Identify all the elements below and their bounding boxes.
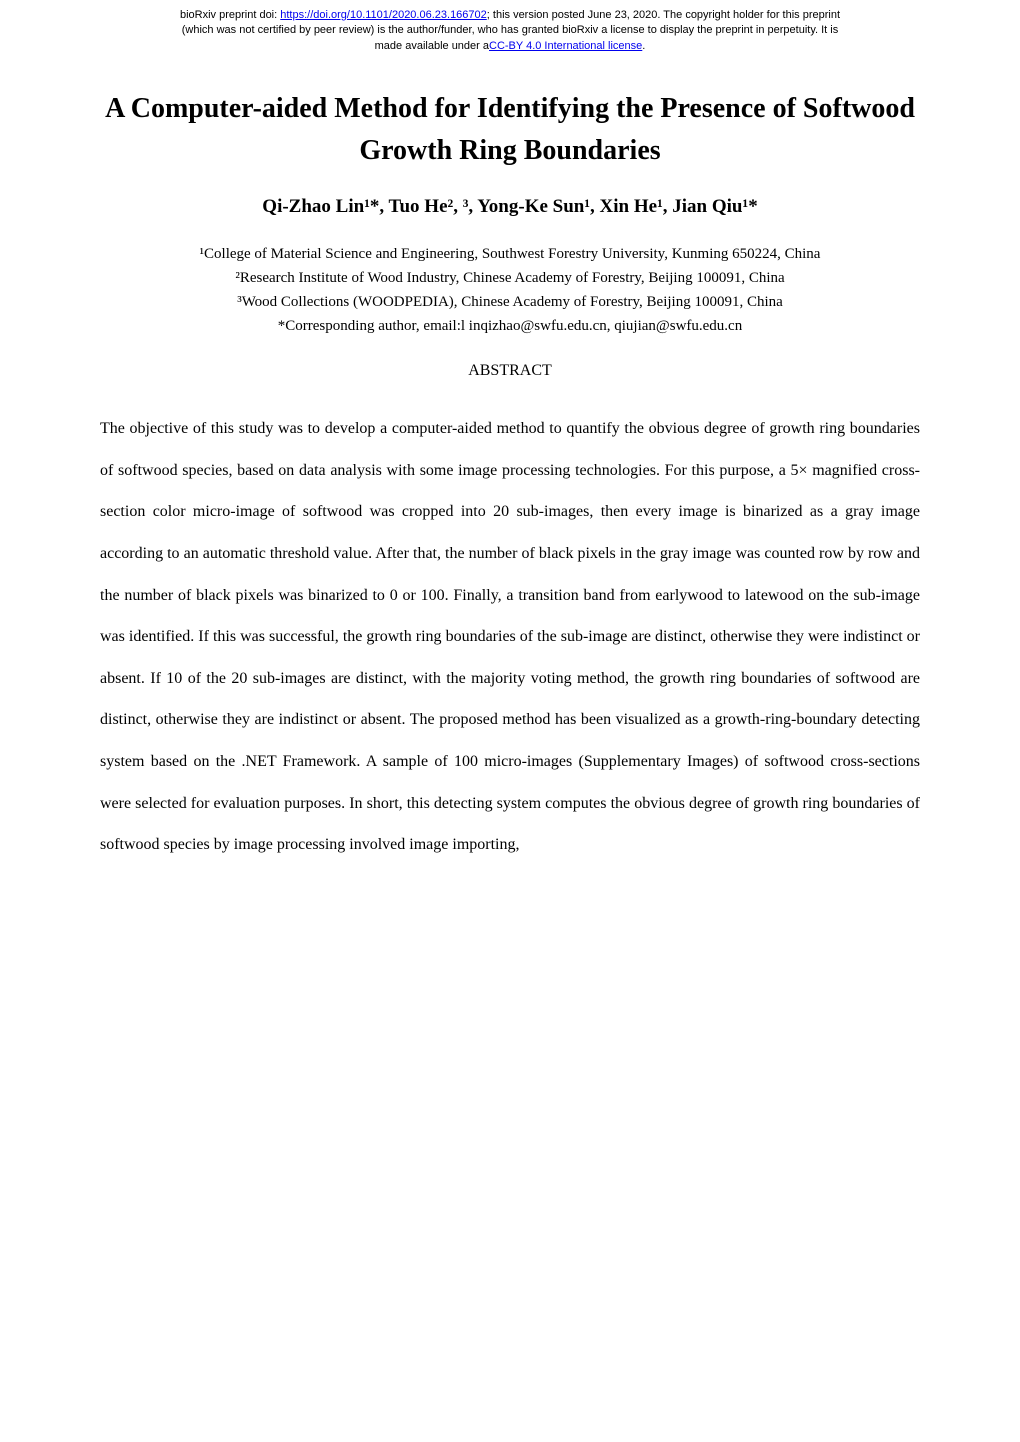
abstract-heading: ABSTRACT bbox=[100, 362, 920, 380]
preprint-header: bioRxiv preprint doi: https://doi.org/10… bbox=[0, 0, 1020, 58]
affiliations-block: ¹College of Material Science and Enginee… bbox=[100, 242, 920, 338]
license-link[interactable]: CC-BY 4.0 International license bbox=[489, 40, 642, 52]
page-content: A Computer-aided Method for Identifying … bbox=[0, 58, 1020, 926]
authors-line: Qi-Zhao Lin¹*, Tuo He², ³, Yong-Ke Sun¹,… bbox=[100, 196, 920, 218]
preprint-line1-suffix: ; this version posted June 23, 2020. The… bbox=[487, 9, 840, 21]
affiliation-2: ²Research Institute of Wood Industry, Ch… bbox=[100, 266, 920, 290]
preprint-line1-prefix: bioRxiv preprint doi: bbox=[180, 9, 280, 21]
affiliation-3: ³Wood Collections (WOODPEDIA), Chinese A… bbox=[100, 290, 920, 314]
paper-title: A Computer-aided Method for Identifying … bbox=[100, 88, 920, 172]
preprint-line2: (which was not certified by peer review)… bbox=[182, 24, 838, 36]
abstract-body: The objective of this study was to devel… bbox=[100, 408, 920, 866]
doi-link[interactable]: https://doi.org/10.1101/2020.06.23.16670… bbox=[280, 9, 487, 21]
preprint-line3-prefix: made available under a bbox=[375, 40, 489, 52]
preprint-line3-suffix: . bbox=[642, 40, 645, 52]
affiliation-1: ¹College of Material Science and Enginee… bbox=[100, 242, 920, 266]
corresponding-author: *Corresponding author, email:l inqizhao@… bbox=[100, 314, 920, 338]
